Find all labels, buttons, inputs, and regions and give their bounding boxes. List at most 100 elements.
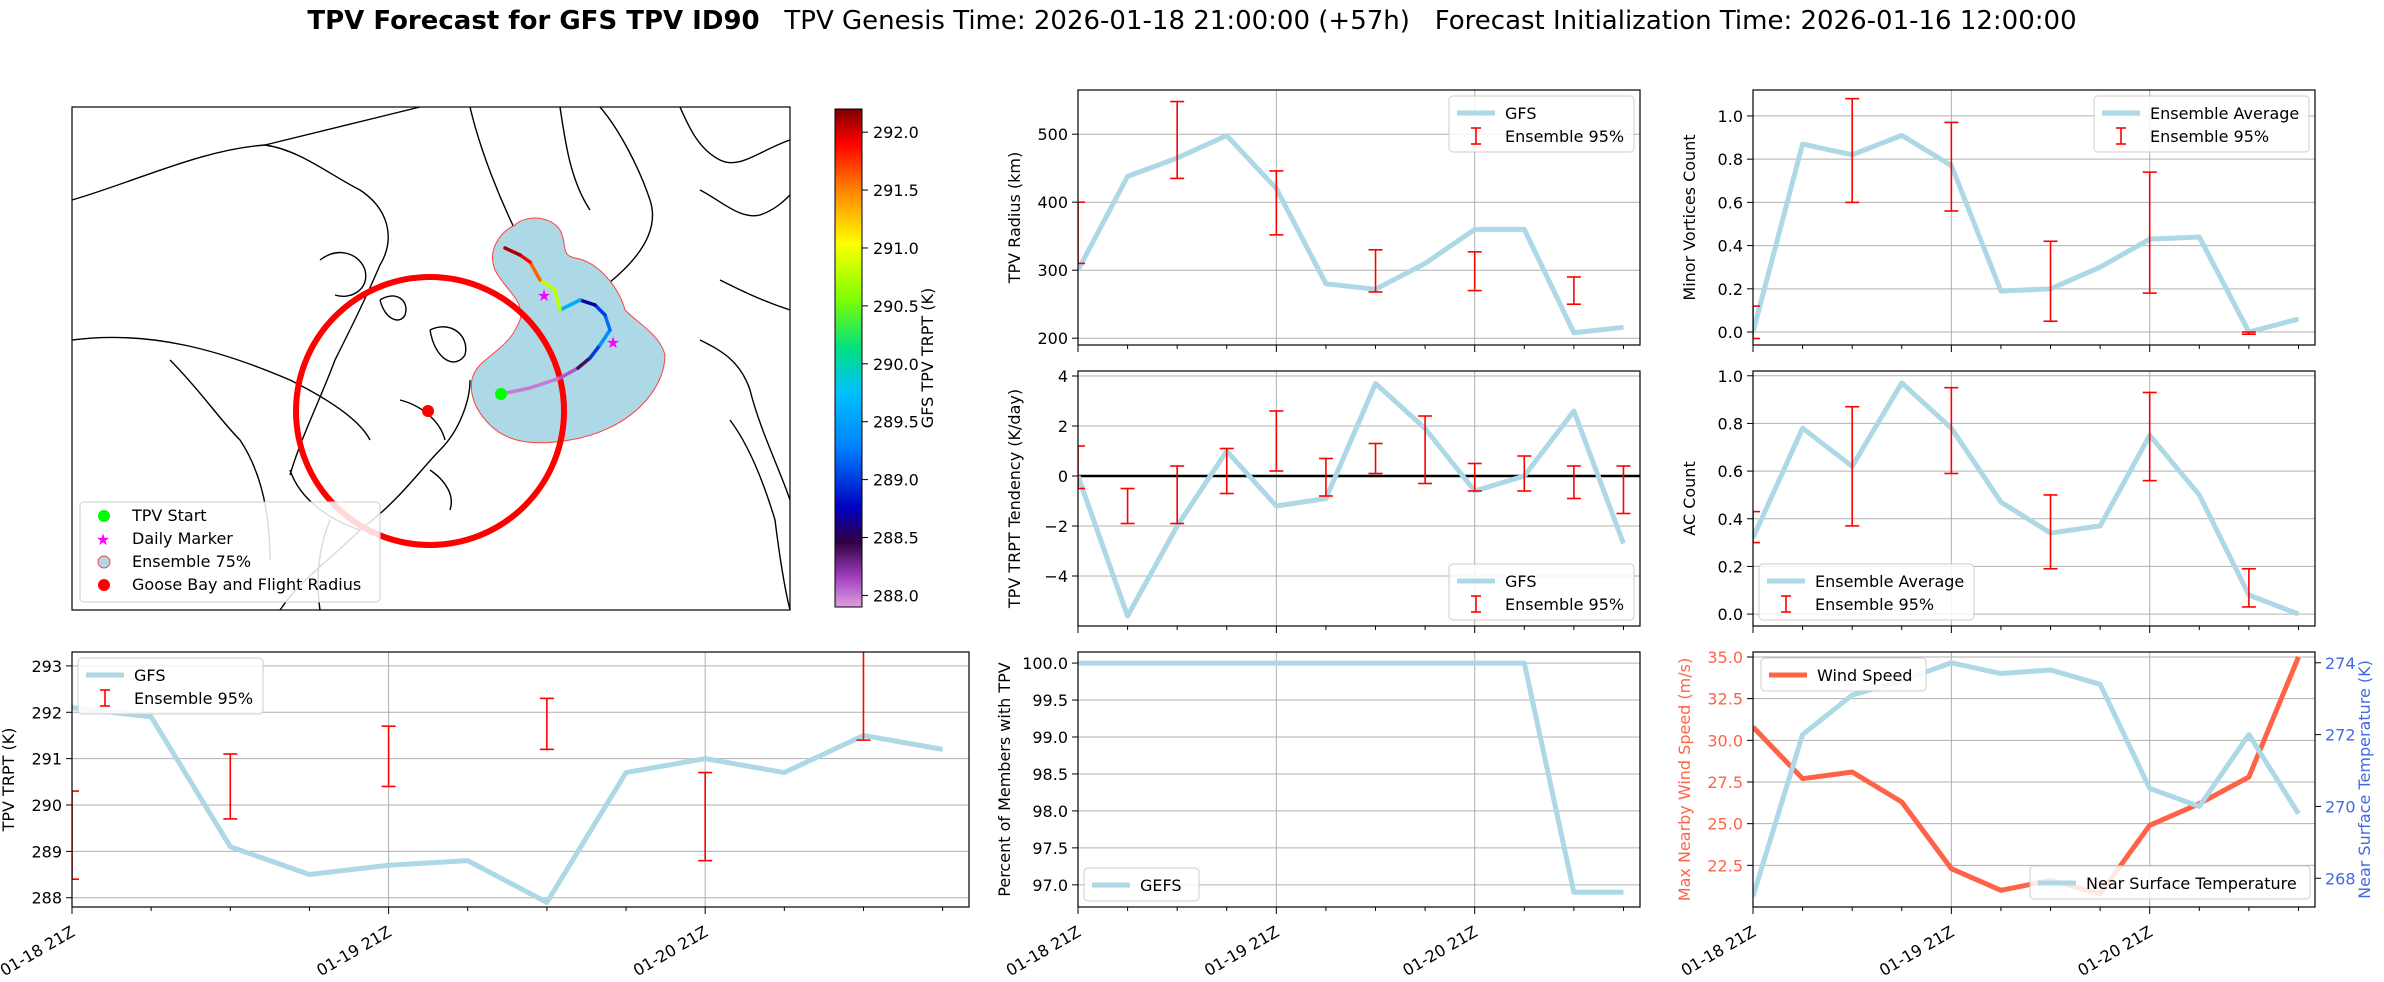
tpv-track <box>499 246 612 396</box>
track-segment <box>603 313 612 332</box>
plot-frame <box>1077 651 1641 908</box>
error-bar <box>2241 331 2256 335</box>
track-segment <box>578 298 597 307</box>
error-bar <box>1170 465 1185 525</box>
series-line-gfs <box>72 705 944 905</box>
legend-label: Ensemble Average <box>1815 572 1964 591</box>
legend-label: Near Surface Temperature <box>2086 874 2297 893</box>
chart-wind_temp: 22.5 25.0 27.5 30.0 32.5 35.0 01-18 21Z 01-19 2… <box>1675 648 2374 980</box>
chart-trpt: 288 289 290 291 292 293 01-18 21Z 01-19 21Z 01-2… <box>0 651 970 980</box>
legend-label: Ensemble 95% <box>1505 127 1624 146</box>
plot-frame <box>1077 89 1641 346</box>
y-tick-label: 293 <box>31 657 62 676</box>
error-bar <box>1078 445 1085 490</box>
y-tick-label: 35.0 <box>1707 648 1743 667</box>
figure-title: TPV Forecast for GFS TPV ID90 TPV Genesi… <box>0 6 2384 36</box>
map-panel: ★ ★ ★ TPV Start Daily Marker Ensemble 75… <box>72 107 790 610</box>
y-tick-label: 1.0 <box>1718 367 1743 386</box>
track-segment <box>553 288 562 312</box>
chart-vortices: 0.0 0.2 0.4 0.6 0.8 1.0 Minor Vortices Count En… <box>1680 89 2316 352</box>
error-bar <box>2142 391 2157 482</box>
error-bar <box>2043 494 2058 570</box>
y-tick-label: 30.0 <box>1707 731 1743 750</box>
series-line-gfs <box>1078 381 1626 619</box>
colorbar-tick-label: 289.0 <box>873 471 919 490</box>
legend-daily-marker: Daily Marker <box>132 529 233 548</box>
y2-axis-label: Near Surface Temperature (K) <box>2355 660 2374 899</box>
legend: GFS Ensemble 95% <box>1448 563 1635 621</box>
track-segment <box>588 343 602 360</box>
error-bar <box>1219 447 1234 495</box>
error-bar <box>1517 455 1532 492</box>
x-tick-label: 01-20 21Z <box>1399 922 1480 980</box>
plot-area <box>1753 656 2301 897</box>
error-bar <box>1944 121 1959 212</box>
y-tick-label: 288 <box>31 889 62 908</box>
legend-frame <box>77 657 264 715</box>
legend-frame <box>1758 563 1975 621</box>
error-bar <box>2142 171 2157 294</box>
y2-tick-label: 268 <box>2325 869 2356 888</box>
y-tick-label: 25.0 <box>1707 815 1743 834</box>
y2-tick-label: 272 <box>2325 726 2356 745</box>
svg-text:★: ★ <box>96 530 110 549</box>
error-bar <box>1944 386 1959 475</box>
plot-area <box>1753 97 2300 340</box>
legend-label: GFS <box>1505 572 1536 591</box>
error-bar <box>381 725 396 788</box>
track-segment <box>528 260 542 282</box>
error-bar <box>1269 410 1284 472</box>
goose-bay-marker <box>422 405 434 417</box>
y-tick-label: 292 <box>31 703 62 722</box>
legend-ensemble-75: Ensemble 75% <box>132 552 251 571</box>
series-line-gefs <box>1078 660 1624 895</box>
y-tick-label: −4 <box>1044 567 1068 586</box>
error-bar <box>1616 465 1631 515</box>
y-tick-label: 98.0 <box>1032 802 1068 821</box>
error-bar <box>2241 568 2256 608</box>
legend-label: Ensemble Average <box>2150 104 2299 123</box>
y-tick-label: 2 <box>1058 417 1068 436</box>
track-segment <box>593 303 607 317</box>
legend-frame <box>2029 865 2311 900</box>
colorbar-tick-label: 292.0 <box>873 123 919 142</box>
tpv-start-marker <box>495 388 507 400</box>
plot-area <box>1078 381 1640 619</box>
colorbar-label: GFS TPV TRPT (K) <box>918 288 937 428</box>
legend: Wind Speed Near Surface Temperature <box>1760 657 2311 900</box>
error-bar <box>1753 510 1760 544</box>
error-bar <box>698 771 713 862</box>
legend-label: Wind Speed <box>1817 666 1912 685</box>
error-bar <box>72 790 79 880</box>
error-bar <box>1566 276 1581 306</box>
error-bar <box>539 697 554 751</box>
y-tick-label: 27.5 <box>1707 773 1743 792</box>
colorbar-tick-label: 290.0 <box>873 355 919 374</box>
y-axis-label: Minor Vortices Count <box>1680 134 1699 300</box>
colorbar: 288.0 288.5 289.0 289.5 290.0 290.5 291.0 291.5… <box>834 108 937 608</box>
track-segment <box>558 298 582 312</box>
x-tick-label: 01-19 21Z <box>1876 922 1957 980</box>
error-bar <box>1318 457 1333 497</box>
y-tick-label: 0.6 <box>1718 193 1743 212</box>
y-tick-label: 0.0 <box>1718 605 1743 624</box>
error-bar <box>1467 251 1482 292</box>
y-tick-label: 0.8 <box>1718 414 1743 433</box>
y-axis-label: TPV TRPT Tendency (K/day) <box>1005 389 1024 609</box>
y-tick-label: 300 <box>1037 261 1068 280</box>
colorbar-tick-label: 291.0 <box>873 239 919 258</box>
legend-label: Ensemble 95% <box>2150 127 2269 146</box>
x-tick-label: 01-18 21Z <box>0 922 78 980</box>
x-tick-label: 01-18 21Z <box>1003 922 1084 980</box>
series-line-gfs <box>1078 133 1624 336</box>
colorbar-tick-label: 288.0 <box>873 586 919 605</box>
y-tick-label: 0.4 <box>1718 510 1743 529</box>
plot-frame <box>71 651 970 908</box>
y-tick-label: 99.0 <box>1032 728 1068 747</box>
legend-frame <box>2093 95 2310 153</box>
plot-area <box>1753 380 2300 617</box>
error-bar <box>2043 240 2058 323</box>
y-axis-label: AC Count <box>1680 461 1699 535</box>
daily-marker-star: ★ <box>537 286 551 305</box>
